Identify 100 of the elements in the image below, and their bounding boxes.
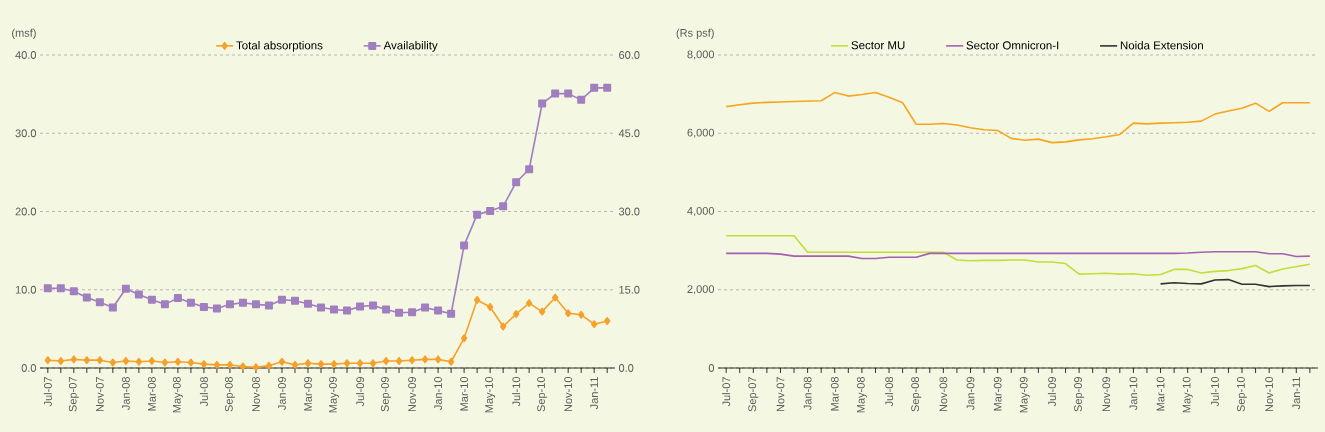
x-tick-label: Jan-09 bbox=[966, 377, 975, 410]
x-tick-label: Sep-10 bbox=[537, 376, 548, 412]
point bbox=[421, 355, 429, 364]
x-tick-label: May-10 bbox=[1182, 376, 1193, 413]
y2-tick-label: 15.0 bbox=[619, 285, 640, 294]
x-tick-label: Sep-07 bbox=[748, 377, 759, 412]
x-tick-label: Jul-09 bbox=[355, 377, 365, 407]
point bbox=[343, 359, 351, 368]
y-tick-label: 0.0 bbox=[21, 364, 37, 372]
x-tick-label: May-08 bbox=[172, 377, 183, 413]
point bbox=[564, 89, 573, 98]
point bbox=[96, 356, 104, 365]
point bbox=[304, 359, 312, 368]
x-tick-label: May-08 bbox=[856, 377, 867, 413]
point bbox=[369, 359, 377, 368]
point bbox=[57, 356, 65, 365]
x-tick-label: Nov-07 bbox=[776, 377, 785, 412]
point bbox=[251, 300, 260, 309]
point bbox=[134, 290, 143, 299]
point bbox=[69, 287, 78, 296]
point bbox=[121, 284, 130, 293]
x-tick-label: Mar-10 bbox=[460, 376, 468, 411]
point bbox=[291, 360, 299, 369]
y-tick-label: 0 bbox=[708, 364, 715, 372]
y-tick-label: 20.0 bbox=[15, 207, 37, 216]
point bbox=[499, 322, 507, 331]
point bbox=[512, 178, 521, 187]
point bbox=[330, 305, 339, 314]
point bbox=[525, 165, 534, 174]
x-tick-label: May-09 bbox=[1019, 377, 1030, 413]
x-tick-label: Jan-08 bbox=[803, 377, 812, 410]
point bbox=[499, 202, 508, 211]
point bbox=[160, 300, 169, 309]
x-tick-label: Nov-07 bbox=[95, 377, 104, 412]
point bbox=[551, 293, 559, 302]
point bbox=[408, 356, 416, 365]
y-tick-label: 8,000 bbox=[687, 50, 715, 60]
point bbox=[486, 302, 494, 311]
x-tick-label: Sep-08 bbox=[911, 377, 922, 412]
point bbox=[421, 303, 430, 312]
point bbox=[317, 303, 325, 312]
point bbox=[343, 306, 352, 315]
point bbox=[135, 357, 143, 366]
point bbox=[577, 310, 585, 319]
point bbox=[604, 317, 611, 326]
point bbox=[551, 89, 560, 98]
legend-label: Sector Omnicron-I bbox=[966, 40, 1059, 50]
x-tick-label: Mar-09 bbox=[993, 377, 1002, 411]
x-tick-label: Jul-10 bbox=[512, 376, 521, 407]
point bbox=[382, 356, 390, 365]
point bbox=[330, 360, 338, 369]
x-tick-label: Jan-09 bbox=[278, 377, 286, 410]
x-tick-label: Mar-08 bbox=[830, 377, 839, 411]
x-tick-label: Sep-07 bbox=[68, 377, 79, 412]
point bbox=[447, 357, 455, 366]
x-tick-label: Sep-09 bbox=[381, 377, 392, 412]
point bbox=[70, 355, 78, 364]
point bbox=[408, 308, 417, 317]
point bbox=[122, 356, 130, 365]
point bbox=[173, 294, 182, 303]
x-tick-label: Mar-08 bbox=[148, 377, 156, 411]
x-tick-label: Nov-10 bbox=[1265, 376, 1274, 412]
point bbox=[108, 303, 117, 312]
x-tick-label: Jan-08 bbox=[121, 377, 130, 410]
point bbox=[212, 304, 221, 313]
point bbox=[356, 302, 365, 311]
point bbox=[473, 295, 481, 304]
x-tick-label: Nov-10 bbox=[564, 376, 573, 412]
x-tick-label: May-09 bbox=[329, 377, 339, 413]
x-tick-label: Jan-11 bbox=[590, 377, 599, 410]
point bbox=[95, 298, 104, 307]
point bbox=[512, 310, 520, 319]
point bbox=[538, 99, 547, 108]
y2-tick-label: 45.0 bbox=[618, 129, 640, 138]
point bbox=[148, 356, 156, 365]
point bbox=[317, 360, 325, 369]
x-tick-label: Sep-09 bbox=[1074, 377, 1085, 412]
point bbox=[460, 334, 468, 343]
point bbox=[264, 301, 273, 310]
point bbox=[265, 361, 273, 370]
point bbox=[590, 320, 598, 329]
x-tick-label: May-10 bbox=[485, 376, 496, 413]
x-tick-label: Nov-09 bbox=[1102, 377, 1111, 412]
x-tick-label: Jan-11 bbox=[1292, 377, 1301, 410]
point bbox=[44, 356, 52, 365]
y-axis-title: (Rs psf) bbox=[676, 28, 714, 39]
point bbox=[147, 295, 156, 304]
point bbox=[395, 356, 403, 365]
point bbox=[200, 360, 208, 369]
line-series bbox=[1159, 278, 1311, 288]
point bbox=[447, 309, 456, 318]
x-tick-label: Jan-10 bbox=[1129, 376, 1138, 410]
point bbox=[187, 358, 195, 367]
point bbox=[473, 210, 482, 219]
point bbox=[486, 206, 495, 215]
point bbox=[356, 359, 364, 368]
x-tick-label: Jul-09 bbox=[1047, 377, 1056, 407]
legend-label: Availability bbox=[383, 40, 438, 52]
point bbox=[83, 356, 91, 365]
x-tick-label: Nov-08 bbox=[252, 377, 260, 412]
